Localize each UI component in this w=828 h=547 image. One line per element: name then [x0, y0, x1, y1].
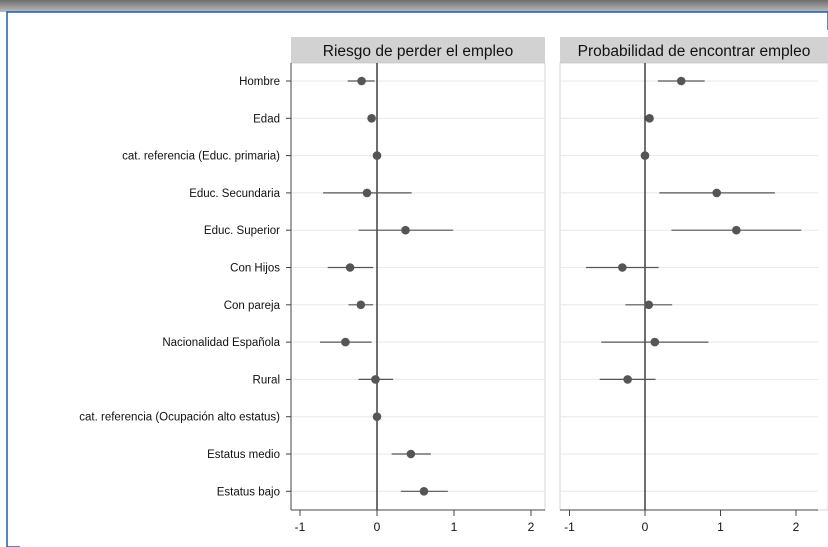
point-estimate: [645, 114, 654, 123]
point-estimate: [618, 263, 627, 272]
point-estimate: [345, 263, 355, 272]
category-label: Con pareja: [224, 300, 281, 312]
point-estimate: [712, 188, 722, 198]
point-estimate: [732, 225, 741, 235]
panel-header-right: [560, 37, 828, 63]
point-estimate: [357, 76, 366, 86]
plot-area-right: [559, 62, 828, 511]
category-label: cat. referencia (Educ. primaria): [122, 151, 280, 163]
point-estimate: [644, 300, 654, 310]
point-estimate: [371, 375, 380, 384]
x-tick-label: 0: [374, 520, 381, 534]
point-estimate: [372, 151, 382, 160]
panel-left-marks: [320, 63, 454, 510]
category-label: Rural: [253, 374, 280, 386]
category-label: Estatus bajo: [217, 486, 280, 498]
category-label: Hombre: [239, 76, 280, 88]
point-estimate: [640, 151, 650, 160]
panel-header-left: [291, 37, 545, 63]
point-estimate: [406, 449, 416, 459]
x-tick-label: 2: [793, 520, 800, 534]
panel-right-marks: [586, 63, 802, 510]
point-estimate: [650, 337, 660, 347]
x-tick-label: -1: [295, 520, 306, 534]
category-label: Educ. Secundaria: [189, 188, 280, 200]
point-estimate: [676, 76, 686, 86]
x-tick-label: -1: [564, 520, 575, 534]
category-label: cat. referencia (Ocupación alto estatus): [79, 412, 280, 424]
point-estimate: [367, 114, 376, 123]
point-estimate: [362, 188, 372, 198]
category-label: Edad: [253, 113, 280, 125]
x-tick-label: 1: [717, 520, 724, 534]
x-tick-label: 0: [642, 520, 649, 534]
category-label: Estatus medio: [207, 449, 280, 461]
category-label: Con Hijos: [230, 263, 280, 275]
point-estimate: [419, 487, 429, 496]
category-labels: Hombre Edad cat. referencia (Educ. primari…: [79, 76, 291, 498]
panel-title-left: Riesgo de perder el empleo: [323, 43, 513, 60]
point-estimate: [341, 337, 350, 347]
category-label: Educ. Superior: [204, 225, 280, 237]
point-estimate: [623, 375, 632, 384]
x-tick-label: 1: [451, 520, 458, 534]
point-estimate: [401, 225, 410, 235]
x-axis-ticks: -1 0 1 2 -1 0 1 2: [295, 510, 800, 534]
plot-area-left: [290, 62, 546, 511]
window-top-bar: [0, 0, 828, 12]
category-label: Nacionalidad Española: [162, 337, 280, 349]
point-estimate: [356, 300, 366, 310]
point-estimate: [372, 412, 382, 422]
x-tick-label: 2: [528, 520, 535, 534]
panel-title-right: Probabilidad de encontrar empleo: [578, 43, 811, 60]
